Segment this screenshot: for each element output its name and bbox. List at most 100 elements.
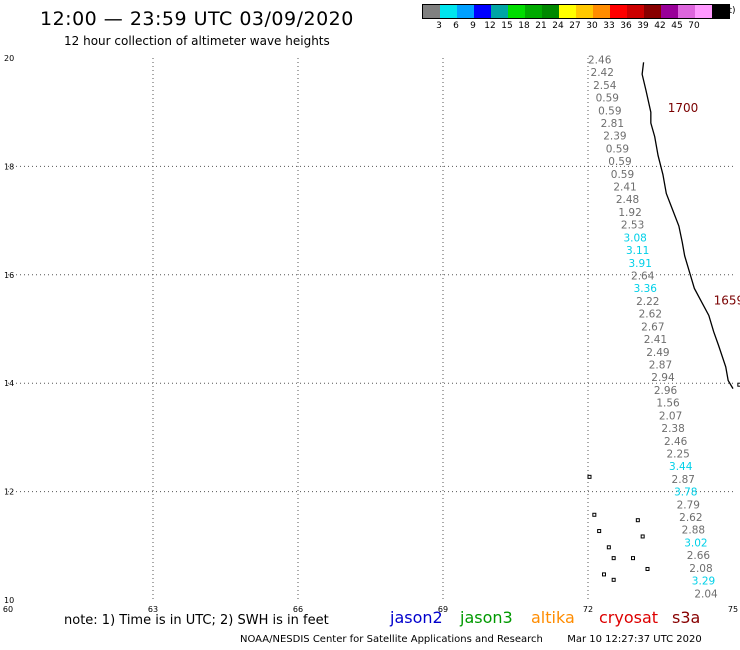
legend-swatch	[576, 5, 593, 18]
wave-height-label: 3.02	[684, 537, 707, 549]
wave-height-label: 2.64	[631, 271, 655, 283]
wave-height-label: 3.11	[626, 245, 649, 257]
y-tick-label: 12	[4, 488, 14, 497]
legend-swatch	[525, 5, 542, 18]
legend-swatch	[423, 5, 440, 18]
wave-height-label: 0.59	[608, 156, 631, 168]
legend-swatch	[661, 5, 678, 18]
wave-height-label: 2.04	[694, 588, 718, 600]
time-label: 1659	[714, 294, 740, 308]
wave-height-label: 1.56	[656, 398, 680, 410]
legend-label: 15	[501, 21, 513, 31]
legend-label: 42	[654, 21, 666, 31]
y-tick-label: 10	[4, 596, 14, 605]
wave-height-label: 2.41	[644, 334, 667, 346]
island-outline	[602, 572, 606, 577]
satellite-name-jason2: jason2	[390, 608, 443, 627]
wave-height-label: 2.38	[661, 423, 684, 435]
wave-height-label: 2.66	[687, 550, 711, 562]
wave-height-label: 3.78	[674, 487, 697, 499]
legend-label: 27	[569, 21, 581, 31]
legend-swatch	[695, 5, 712, 18]
legend-label: 12	[484, 21, 496, 31]
island-outline	[611, 577, 616, 582]
wave-height-label: 3.44	[669, 461, 693, 473]
legend-swatch	[559, 5, 576, 18]
legend-swatch	[644, 5, 661, 18]
wave-height-label: 2.62	[639, 309, 662, 321]
legend-label: 6	[453, 21, 459, 31]
footer-timestamp: Mar 10 12:27:37 UTC 2020	[567, 634, 702, 645]
satellite-name-altika: altika	[531, 608, 575, 627]
legend-label: 39	[637, 21, 649, 31]
satellite-name-cryosat: cryosat	[599, 608, 659, 627]
y-tick-label: 14	[4, 379, 14, 388]
wave-height-label: 2.25	[666, 448, 689, 460]
legend-label: 36	[620, 21, 632, 31]
legend-label: 24	[552, 21, 564, 31]
wave-height-label: 3.29	[692, 576, 715, 588]
wave-height-label: 2.08	[689, 563, 712, 575]
island-outline	[611, 556, 616, 561]
wave-height-label: 2.81	[601, 118, 624, 130]
x-tick-label: 75	[728, 605, 738, 614]
wave-height-label: 2.41	[613, 182, 636, 194]
legend-swatch	[542, 5, 559, 18]
wave-height-label: 2.39	[603, 131, 626, 143]
legend-swatch	[678, 5, 695, 18]
legend-swatch	[474, 5, 491, 18]
x-tick-label: 60	[3, 605, 13, 614]
time-label: 1700	[668, 101, 699, 115]
wave-height-label: 0.59	[598, 105, 621, 117]
legend-swatch	[593, 5, 610, 18]
wave-height-label: 2.42	[591, 67, 614, 79]
legend-swatch	[627, 5, 644, 18]
wave-height-label: 2.22	[636, 296, 659, 308]
color-legend: 3 6 9 12 15 18 21 24 27 30 33 36 39 42 45 70 (ft)	[422, 4, 736, 33]
wave-height-label: 2.87	[649, 359, 672, 371]
legend-swatch	[712, 5, 729, 18]
wave-height-label: 2.46	[588, 54, 612, 66]
y-tick-label: 16	[4, 271, 14, 280]
wave-height-label: 3.08	[623, 232, 646, 244]
footer-credit: NOAA/NESDIS Center for Satellite Applica…	[240, 634, 543, 645]
x-tick-label: 69	[438, 605, 448, 614]
legend-label: 9	[470, 21, 476, 31]
x-tick-label: 63	[148, 605, 158, 614]
legend-label: 21	[535, 21, 547, 31]
legend-label: 18	[518, 21, 530, 31]
note-text: note: 1) Time is in UTC; 2) SWH is in fe…	[64, 613, 329, 628]
legend-swatch	[491, 5, 508, 18]
legend-swatch	[457, 5, 474, 18]
wave-height-label: 2.62	[679, 512, 702, 524]
wave-height-label: 2.49	[646, 347, 669, 359]
wave-height-label: 2.94	[651, 372, 675, 384]
wave-height-label: 0.59	[606, 143, 629, 155]
coastline	[641, 62, 734, 389]
island-outline	[587, 474, 592, 479]
legend-swatch	[508, 5, 525, 18]
island-outline	[592, 512, 597, 517]
wave-height-label: 2.67	[641, 321, 664, 333]
legend-label: 3	[436, 21, 442, 31]
x-tick-label: 72	[583, 605, 593, 614]
legend-swatches	[422, 4, 730, 19]
wave-height-label: 2.48	[616, 194, 639, 206]
footer: NOAA/NESDIS Center for Satellite Applica…	[240, 634, 702, 645]
page-subtitle: 12 hour collection of altimeter wave hei…	[64, 34, 330, 48]
y-tick-label: 20	[4, 54, 14, 63]
wave-height-label: 0.59	[611, 169, 634, 181]
wave-height-label: 2.88	[682, 525, 705, 537]
wave-height-label: 1.92	[618, 207, 641, 219]
legend-swatch	[440, 5, 457, 18]
island-outline	[635, 518, 640, 523]
island-outline	[645, 566, 650, 571]
wave-height-label: 2.87	[672, 474, 695, 486]
legend-label: 70	[688, 21, 700, 31]
island-outline	[737, 382, 740, 387]
wave-height-label: 2.96	[654, 385, 678, 397]
wave-height-label: 2.46	[664, 436, 688, 448]
island-outline	[640, 534, 645, 539]
wave-height-label: 3.36	[634, 283, 658, 295]
